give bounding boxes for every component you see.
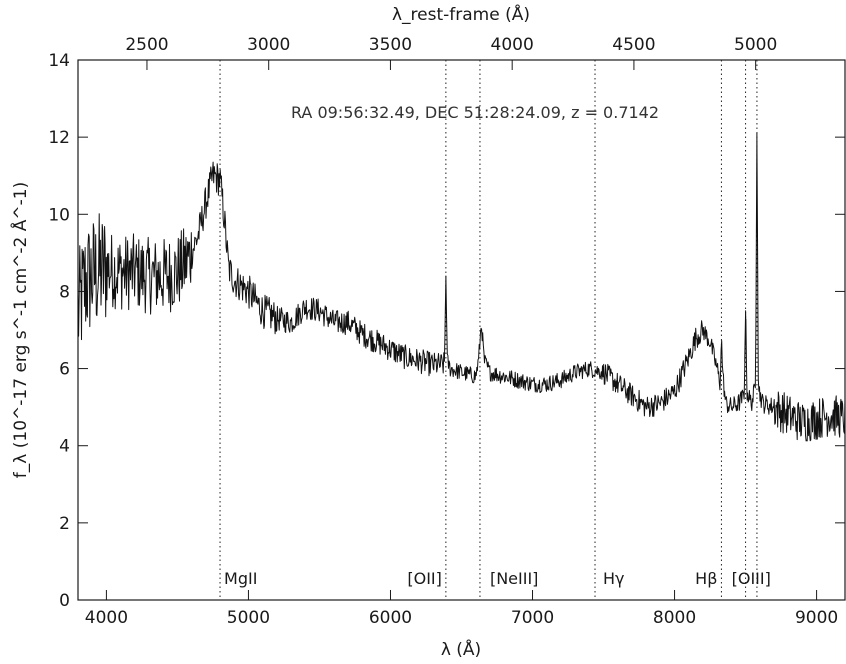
- y-tick-label: 0: [59, 591, 70, 611]
- top-tick-label: 3000: [247, 35, 290, 55]
- plot-frame: [77, 59, 846, 601]
- emission-line-label: [OIII]: [732, 569, 771, 588]
- emission-line-label: MgII: [224, 569, 257, 588]
- top-axis-title: λ_rest-frame (Å): [392, 3, 530, 25]
- x-axis-title: λ (Å): [441, 638, 481, 660]
- emission-line-label: Hγ: [603, 569, 625, 588]
- top-tick-label: 3500: [369, 35, 412, 55]
- x-tick-label: 8000: [653, 608, 696, 628]
- x-tick-label: 6000: [369, 608, 412, 628]
- x-tick-label: 4000: [85, 608, 128, 628]
- x-tick-label: 9000: [795, 608, 838, 628]
- x-tick-label: 7000: [511, 608, 554, 628]
- y-tick-label: 12: [48, 128, 70, 148]
- top-tick-label: 4500: [612, 35, 655, 55]
- top-tick-label: 5000: [734, 35, 777, 55]
- emission-line-label: [NeIII]: [490, 569, 538, 588]
- emission-line-label: Hβ: [695, 569, 717, 588]
- chart-annotation: RA 09:56:32.49, DEC 51:28:24.09, z = 0.7…: [291, 103, 659, 122]
- y-tick-label: 6: [59, 360, 70, 380]
- emission-line-markers: MgII [OII] [NeIII] Hγ Hβ [OIII]: [219, 60, 771, 600]
- emission-line-label: [OII]: [407, 569, 442, 588]
- y-tick-label: 14: [48, 51, 70, 71]
- y-tick-label: 8: [59, 282, 70, 302]
- axis-ticks: 4000 5000 6000 7000 8000 9000 0 2 4 6 8 10 12 14 2500 3…: [48, 35, 845, 628]
- x-tick-label: 5000: [227, 608, 270, 628]
- y-tick-label: 2: [59, 514, 70, 534]
- top-tick-label: 4000: [491, 35, 534, 55]
- top-tick-label: 2500: [125, 35, 168, 55]
- y-tick-label: 10: [48, 205, 70, 225]
- spectrum-line: [77, 132, 846, 442]
- y-axis-title: f_λ (10^-17 erg s^-1 cm^-2 Å^-1): [9, 182, 31, 478]
- y-tick-label: 4: [59, 437, 70, 457]
